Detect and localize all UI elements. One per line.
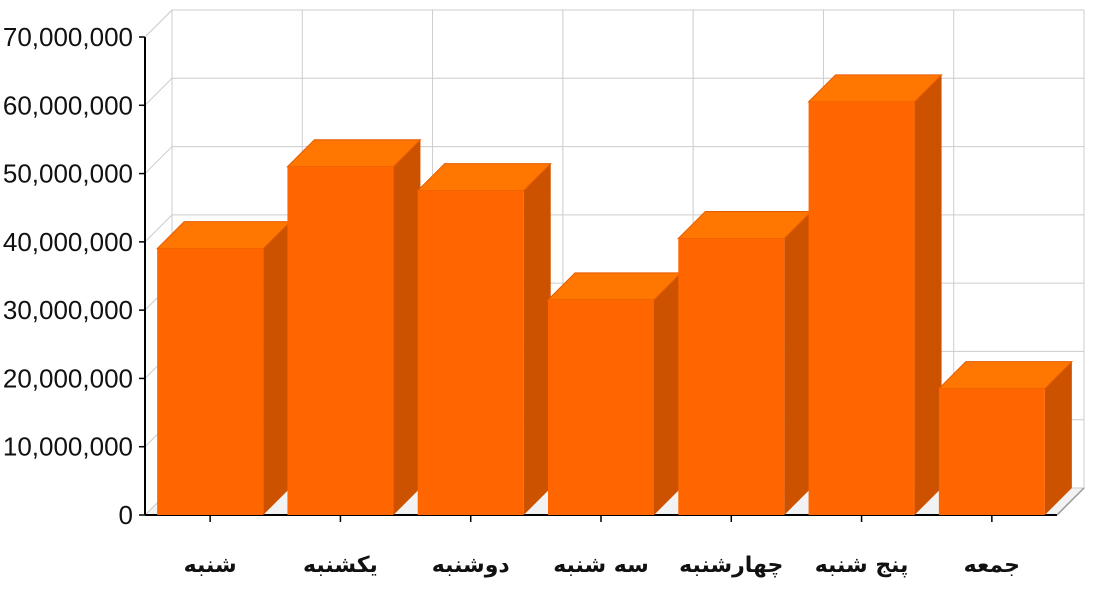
x-tick-label: شنبه <box>184 553 237 578</box>
bar-front <box>808 101 915 515</box>
bar-front <box>938 388 1045 515</box>
x-tick-label: چهارشنبه <box>679 553 783 578</box>
bar <box>546 272 683 515</box>
y-tick-label: 40,000,000 <box>3 227 133 257</box>
y-tick-label: 30,000,000 <box>3 295 133 325</box>
grid-line-depth <box>144 146 173 174</box>
x-tick-label: جمعه <box>964 553 1020 578</box>
y-tick-label: 20,000,000 <box>3 363 133 393</box>
y-tick-label: 70,000,000 <box>3 22 133 52</box>
axis-depth-top <box>144 9 173 38</box>
bar-side <box>263 221 291 515</box>
bar <box>807 74 943 515</box>
bar-side <box>784 211 812 515</box>
x-tick-label: دوشنبه <box>432 553 510 578</box>
bar-side <box>654 272 681 515</box>
bar-side <box>523 163 551 515</box>
bar-side <box>914 74 942 515</box>
bar-side <box>393 139 421 515</box>
y-tick-label: 60,000,000 <box>3 90 133 120</box>
axis-depth-right <box>1056 487 1085 516</box>
y-tick-label: 50,000,000 <box>3 159 133 189</box>
x-tick-label: سه شنبه <box>553 553 649 578</box>
y-tick-label: 0 <box>119 500 133 530</box>
bar-front <box>157 248 264 515</box>
bar-front <box>417 190 524 515</box>
grid-line-depth <box>144 214 173 243</box>
x-tick-label: پنج شنبه <box>815 553 909 578</box>
x-tick-label: یکشنبه <box>303 553 378 578</box>
y-axis-ticks: 0 10,000,000 20,000,000 30,000,000 40,000,00… <box>3 22 145 530</box>
x-axis-labels: شنبه یکشنبه دوشنبه سه شنبه چهارشنبه پنج شنبه ج… <box>184 515 1020 578</box>
y-tick-label: 10,000,000 <box>3 432 133 462</box>
bar-front <box>548 299 654 515</box>
bar <box>677 210 813 515</box>
bar <box>416 163 552 515</box>
bar-front <box>287 166 394 515</box>
bars <box>155 74 1074 515</box>
bar <box>286 139 422 515</box>
bar-front <box>678 238 785 515</box>
bar <box>155 221 292 515</box>
grid-line-depth <box>144 77 173 106</box>
bar <box>937 361 1074 515</box>
bar-side <box>1044 361 1072 515</box>
